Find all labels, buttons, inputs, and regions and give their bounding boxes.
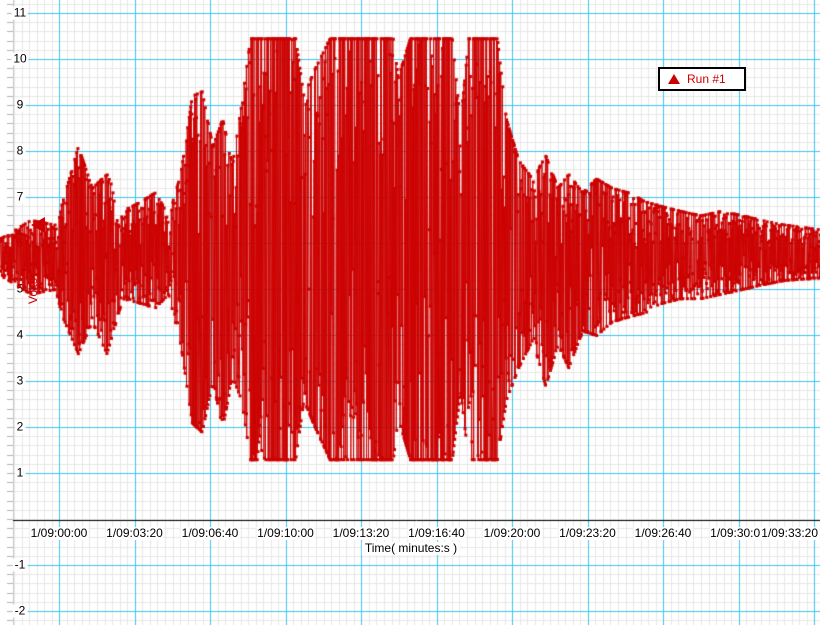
legend: Run #1 [658, 67, 746, 91]
legend-triangle-icon [668, 74, 680, 84]
y-axis-marker-icon[interactable] [31, 216, 45, 233]
legend-series-label: Run #1 [687, 72, 726, 86]
